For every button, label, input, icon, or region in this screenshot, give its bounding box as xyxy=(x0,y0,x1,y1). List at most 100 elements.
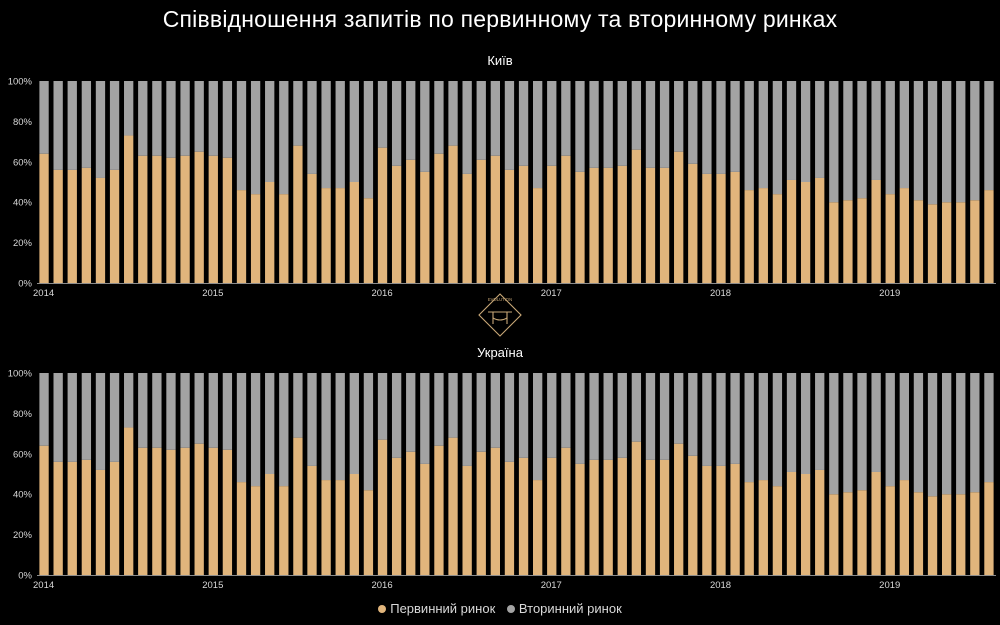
kyiv-bar-primary xyxy=(533,188,543,283)
ukraine-bar-secondary xyxy=(829,373,839,495)
kyiv-bar-secondary xyxy=(67,81,77,170)
ukraine-bar-secondary xyxy=(815,373,825,470)
kyiv-bar-secondary xyxy=(744,81,754,191)
kyiv-bar-secondary xyxy=(39,81,49,154)
kyiv-bar-primary xyxy=(180,155,190,283)
kyiv-bar-primary xyxy=(547,165,557,283)
kyiv-bar-primary xyxy=(349,182,359,283)
kyiv-bar-secondary xyxy=(589,81,599,168)
ukraine-bar-primary xyxy=(335,480,345,575)
kyiv-bar-primary xyxy=(716,173,726,283)
kyiv-bar-primary xyxy=(744,190,754,283)
ukraine-bar-secondary xyxy=(533,373,543,481)
ukraine-bar-secondary xyxy=(603,373,613,460)
kyiv-bar-secondary xyxy=(956,81,966,203)
kyiv-bar-primary xyxy=(208,155,218,283)
kyiv-bar-secondary xyxy=(293,81,303,146)
ukraine-bar-secondary xyxy=(152,373,162,448)
ukraine-bar-secondary xyxy=(265,373,275,474)
ukraine-x-tick-label: 2017 xyxy=(541,580,562,591)
kyiv-bar-secondary xyxy=(250,81,261,195)
ukraine-bar-primary xyxy=(152,447,162,575)
ukraine-y-tick-label: 80% xyxy=(13,409,33,420)
ukraine-bar-secondary xyxy=(208,373,218,448)
ukraine-bar-primary xyxy=(138,447,148,575)
kyiv-bar-primary xyxy=(250,194,261,283)
ukraine-bar-primary xyxy=(462,465,472,575)
ukraine-bar-primary xyxy=(81,459,92,575)
ukraine-bar-secondary xyxy=(462,373,472,466)
ukraine-bar-secondary xyxy=(138,373,148,448)
kyiv-bar-primary xyxy=(462,173,472,283)
kyiv-bar-secondary xyxy=(941,81,952,203)
kyiv-bar-primary xyxy=(758,188,768,283)
ukraine-bar-primary xyxy=(688,455,698,575)
stacked-bar-chart-kyiv: 0% 20% 40% 60% 80% 100% 2014 2015 2016 2017 2018 20… xyxy=(8,77,996,299)
kyiv-bar-secondary xyxy=(504,81,515,170)
ukraine-bar-secondary xyxy=(899,373,909,481)
ukraine-y-tick-label: 0% xyxy=(18,571,32,582)
kyiv-bar-secondary xyxy=(716,81,726,174)
ukraine-bar-primary xyxy=(913,492,924,575)
ukraine-bar-secondary xyxy=(95,373,106,470)
ukraine-y-tick-label: 20% xyxy=(13,530,33,541)
ukraine-bar-primary xyxy=(941,494,952,575)
ukraine-bar-primary xyxy=(265,474,275,575)
kyiv-bar-primary xyxy=(674,151,684,283)
ukraine-bar-secondary xyxy=(589,373,599,460)
ukraine-bar-primary xyxy=(377,439,388,575)
ukraine-bar-secondary xyxy=(504,373,515,462)
kyiv-bar-secondary xyxy=(363,81,374,199)
kyiv-bar-secondary xyxy=(518,81,529,166)
kyiv-bar-primary xyxy=(589,167,599,283)
ukraine-bar-primary xyxy=(307,465,317,575)
ukraine-bar-secondary xyxy=(786,373,797,472)
kyiv-bar-secondary xyxy=(631,81,642,150)
kyiv-bar-primary xyxy=(448,145,458,283)
ukraine-bar-primary xyxy=(349,474,359,575)
ukraine-bar-secondary xyxy=(547,373,557,458)
ukraine-bar-secondary xyxy=(702,373,712,466)
kyiv-bar-primary xyxy=(631,149,642,283)
ukraine-bar-secondary xyxy=(843,373,853,493)
ukraine-bar-primary xyxy=(631,441,642,575)
kyiv-bar-secondary xyxy=(829,81,839,203)
ukraine-bar-primary xyxy=(67,461,77,575)
kyiv-bar-primary xyxy=(772,194,783,283)
kyiv-bar-secondary xyxy=(547,81,557,166)
kyiv-bar-secondary xyxy=(462,81,472,174)
ukraine-bar-primary xyxy=(504,461,515,575)
ukraine-bar-secondary xyxy=(490,373,500,448)
kyiv-bar-primary xyxy=(124,135,134,283)
ukraine-bar-primary xyxy=(575,463,585,575)
kyiv-bar-primary xyxy=(927,204,938,283)
kyiv-bar-primary xyxy=(504,169,515,283)
ukraine-bar-primary xyxy=(603,459,613,575)
kyiv-x-tick-label: 2018 xyxy=(710,288,731,299)
kyiv-y-tick-label: 60% xyxy=(13,157,33,168)
kyiv-bar-secondary xyxy=(786,81,797,180)
ukraine-bar-secondary xyxy=(194,373,204,444)
kyiv-bar-primary xyxy=(39,153,49,283)
ukraine-bar-primary xyxy=(434,445,444,575)
kyiv-bar-secondary xyxy=(279,81,289,195)
kyiv-bar-primary xyxy=(335,188,345,283)
kyiv-bar-primary xyxy=(53,169,63,283)
kyiv-bar-secondary xyxy=(391,81,402,166)
kyiv-bar-primary xyxy=(786,179,797,283)
ukraine-bar-primary xyxy=(716,465,726,575)
ukraine-bar-secondary xyxy=(236,373,247,483)
kyiv-bar-primary xyxy=(152,155,162,283)
ukraine-bar-primary xyxy=(829,494,839,575)
kyiv-bar-primary xyxy=(871,179,881,283)
ukraine-bar-primary xyxy=(956,494,966,575)
kyiv-bar-primary xyxy=(265,182,275,283)
kyiv-bar-secondary xyxy=(138,81,148,156)
kyiv-bar-primary xyxy=(109,169,120,283)
ukraine-bar-primary xyxy=(674,443,684,575)
ukraine-bar-primary xyxy=(533,480,543,575)
kyiv-bar-secondary xyxy=(927,81,938,205)
ukraine-bar-secondary xyxy=(321,373,331,481)
kyiv-bar-primary xyxy=(166,157,176,283)
ukraine-bar-primary xyxy=(476,451,486,575)
